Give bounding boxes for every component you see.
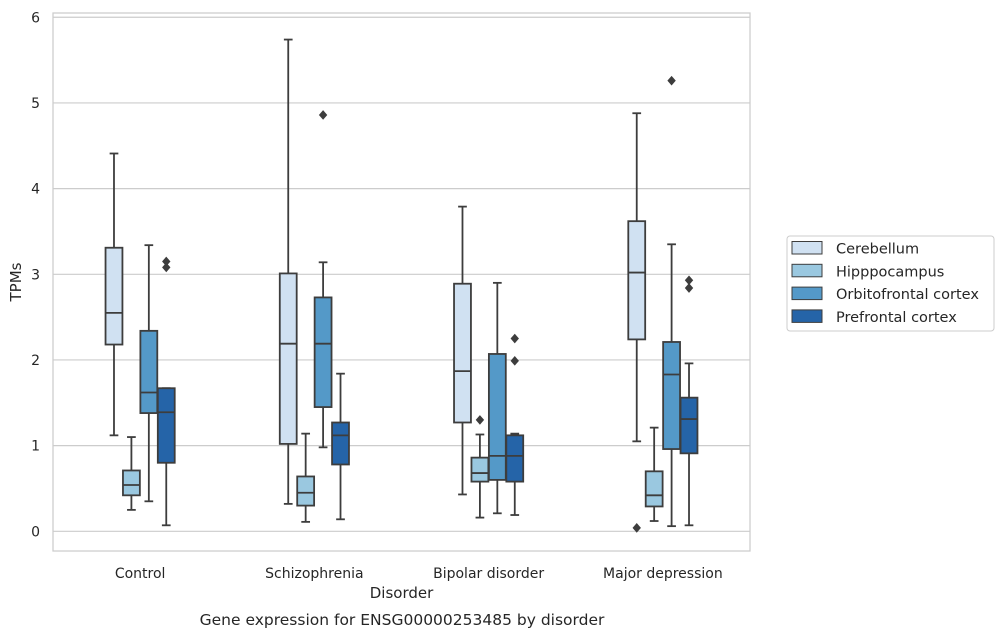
outlier-point bbox=[667, 75, 676, 86]
box-series bbox=[104, 38, 699, 533]
y-axis-label: TPMs bbox=[7, 262, 25, 302]
box-iqr bbox=[679, 396, 699, 455]
box-iqr bbox=[156, 387, 176, 464]
box-iqr bbox=[644, 470, 664, 508]
box-hipppocampus bbox=[296, 432, 316, 523]
x-tick-label: Control bbox=[115, 566, 166, 582]
outlier-point bbox=[510, 355, 519, 366]
x-tick-label: Schizophrenia bbox=[265, 566, 363, 582]
box-iqr bbox=[104, 246, 124, 346]
box-cerebellum bbox=[453, 205, 472, 496]
box-iqr bbox=[453, 282, 472, 424]
box-hipppocampus bbox=[644, 426, 664, 522]
outlier-point bbox=[318, 110, 328, 120]
y-tick-label: 1 bbox=[31, 439, 40, 455]
x-axis-label: Disorder bbox=[370, 584, 434, 602]
box-iqr bbox=[470, 456, 490, 483]
x-tick-label: Major depression bbox=[603, 566, 723, 582]
box-iqr bbox=[505, 434, 525, 483]
box-cerebellum bbox=[104, 152, 124, 437]
box-prefrontal-cortex bbox=[679, 275, 699, 527]
box-orbitofrontal-cortex bbox=[662, 75, 681, 528]
box-iqr bbox=[487, 353, 507, 481]
plot-frame bbox=[52, 12, 751, 552]
x-tick-label: Bipolar disorder bbox=[433, 566, 544, 582]
legend-entry: Orbitofrontal cortex bbox=[836, 287, 979, 303]
legend-swatch bbox=[791, 309, 823, 323]
box-prefrontal-cortex bbox=[156, 256, 176, 527]
outlier-point bbox=[632, 523, 641, 533]
y-tick-labels: 0 1 2 3 4 5 6 bbox=[31, 10, 40, 540]
box-iqr bbox=[296, 475, 316, 507]
legend-swatch bbox=[791, 263, 823, 278]
outlier-point bbox=[162, 256, 171, 267]
y-tick-label: 0 bbox=[31, 524, 40, 540]
box-prefrontal-cortex bbox=[331, 372, 350, 521]
y-tick-label: 5 bbox=[31, 96, 40, 112]
legend-frame bbox=[786, 235, 995, 332]
box-orbitofrontal-cortex bbox=[139, 244, 159, 503]
y-tick-label: 2 bbox=[31, 353, 40, 369]
box-orbitofrontal-cortex bbox=[487, 281, 507, 515]
box-iqr bbox=[331, 421, 350, 466]
outlier-point bbox=[162, 262, 171, 273]
y-tick-label: 6 bbox=[31, 10, 40, 26]
box-iqr bbox=[662, 341, 681, 450]
box-cerebellum bbox=[278, 38, 298, 505]
box-hipppocampus bbox=[122, 436, 141, 511]
legend-swatch bbox=[791, 241, 823, 255]
outlier-point bbox=[684, 275, 694, 286]
y-tick-label: 4 bbox=[31, 182, 40, 198]
legend-entry: Hipppocampus bbox=[836, 264, 944, 280]
legend-swatch bbox=[791, 286, 823, 301]
box-iqr bbox=[313, 296, 333, 408]
legend: Cerebellum Hipppocampus Orbitofrontal cort… bbox=[786, 235, 995, 332]
legend-entry: Prefrontal cortex bbox=[836, 310, 957, 326]
chart-caption: Gene expression for ENSG00000253485 by d… bbox=[200, 611, 605, 629]
y-tick-label: 3 bbox=[31, 267, 40, 283]
box-iqr bbox=[278, 272, 298, 445]
x-tick-labels: Control Schizophrenia Bipolar disorder Majo… bbox=[115, 566, 723, 582]
box-cerebellum bbox=[627, 112, 647, 533]
outlier-point bbox=[684, 283, 694, 293]
legend-entry: Cerebellum bbox=[836, 242, 919, 258]
box-prefrontal-cortex bbox=[505, 333, 525, 516]
box-iqr bbox=[122, 469, 141, 497]
box-orbitofrontal-cortex bbox=[313, 110, 333, 449]
box-iqr bbox=[627, 220, 647, 341]
outlier-point bbox=[510, 333, 519, 344]
outlier-point bbox=[475, 415, 485, 425]
box-iqr bbox=[139, 329, 159, 414]
